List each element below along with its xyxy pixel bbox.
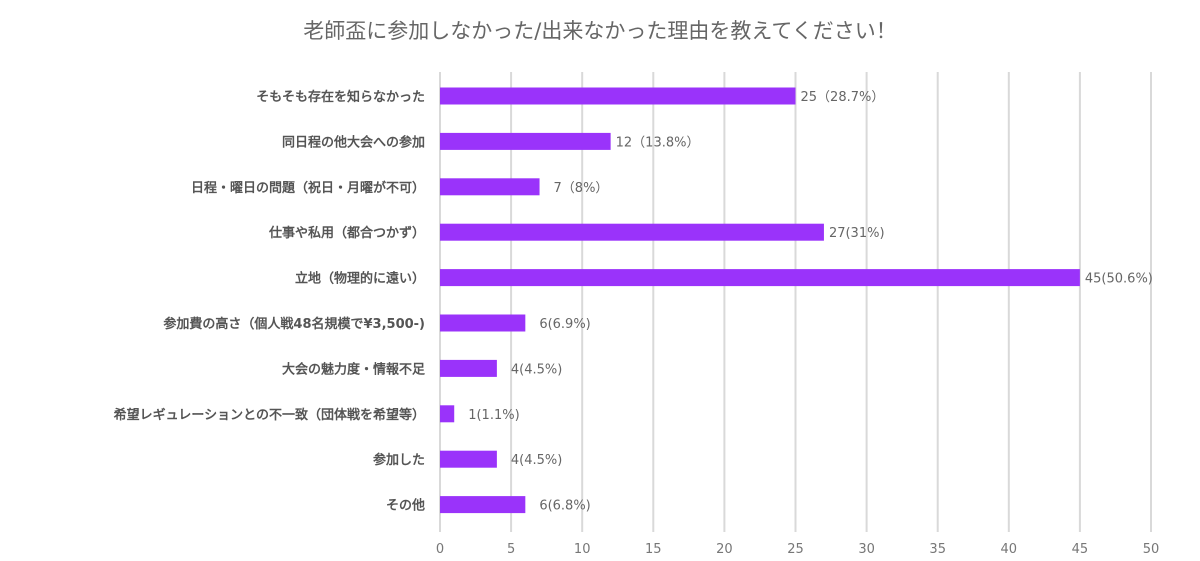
category-label: 参加費の高さ（個人戦48名規模で¥3,500-) bbox=[163, 316, 425, 332]
data-label: 4(4.5%) bbox=[511, 453, 562, 468]
chart-title: 老師盃に参加しなかった/出来なかった理由を教えてください！ bbox=[303, 19, 896, 43]
bar bbox=[440, 359, 497, 377]
x-tick-label: 25 bbox=[787, 542, 804, 557]
x-tick-label: 40 bbox=[1001, 542, 1018, 557]
category-label: その他 bbox=[386, 498, 425, 514]
x-tick-label: 5 bbox=[507, 542, 515, 557]
x-tick-label: 50 bbox=[1143, 542, 1160, 557]
bar bbox=[440, 314, 526, 332]
data-label: 4(4.5%) bbox=[511, 362, 562, 377]
x-tick-label: 20 bbox=[716, 542, 733, 557]
x-axis-ticks: 0 5 10 15 20 25 30 35 40 45 50 bbox=[436, 542, 1159, 557]
bar bbox=[440, 450, 497, 468]
bars bbox=[440, 87, 1080, 514]
x-tick-label: 15 bbox=[645, 542, 662, 557]
category-label: 大会の魅力度・情報不足 bbox=[282, 361, 426, 377]
category-labels: そもそも存在を知らなかった同日程の他大会への参加日程・曜日の問題（祝日・月曜が不… bbox=[114, 89, 426, 514]
x-tick-label: 0 bbox=[436, 542, 444, 557]
category-label: 立地（物理的に遠い） bbox=[295, 271, 425, 287]
x-tick-label: 35 bbox=[929, 542, 946, 557]
category-label: 同日程の他大会への参加 bbox=[282, 134, 425, 150]
category-label: 仕事や私用（都合つかず） bbox=[268, 225, 425, 241]
category-label: そもそも存在を知らなかった bbox=[256, 89, 425, 105]
data-label: 6(6.8%) bbox=[539, 499, 590, 514]
x-tick-label: 45 bbox=[1072, 542, 1089, 557]
data-label: 7（8%） bbox=[554, 181, 609, 196]
bar bbox=[440, 223, 824, 241]
category-label: 参加した bbox=[373, 452, 425, 468]
data-label: 25（28.7%） bbox=[801, 90, 885, 105]
data-label: 45(50.6%) bbox=[1085, 272, 1153, 287]
bar bbox=[440, 132, 611, 150]
data-label: 6(6.9%) bbox=[539, 317, 590, 332]
x-tick-label: 30 bbox=[858, 542, 875, 557]
category-label: 希望レギュレーションとの不一致（団体戦を希望等） bbox=[114, 407, 425, 423]
bar bbox=[440, 269, 1080, 287]
data-label: 27(31%) bbox=[829, 226, 885, 241]
category-label: 日程・曜日の問題（祝日・月曜が不可） bbox=[191, 180, 425, 196]
x-tick-label: 10 bbox=[574, 542, 591, 557]
data-label: 1(1.1%) bbox=[468, 408, 519, 423]
data-labels: 25（28.7%） 12（13.8%） 7（8%） 27(31%) 45(50.6%) 6… bbox=[468, 90, 1153, 514]
bar bbox=[440, 87, 796, 105]
data-label: 12（13.8%） bbox=[616, 135, 700, 150]
bar bbox=[440, 405, 455, 423]
bar bbox=[440, 496, 526, 514]
bar bbox=[440, 178, 540, 196]
